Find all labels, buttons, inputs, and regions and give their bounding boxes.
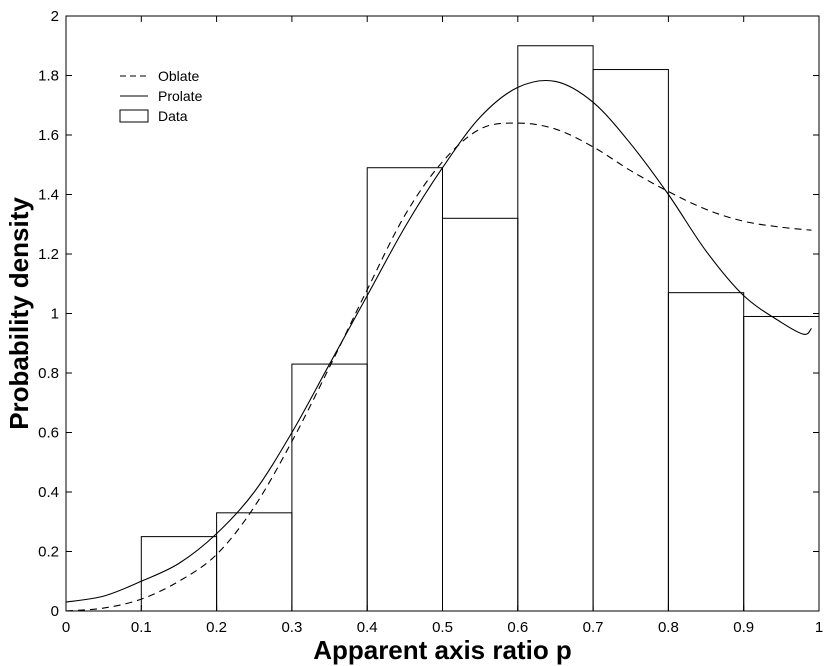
histogram-bar-4 bbox=[366, 167, 444, 612]
legend: Oblate Prolate Data bbox=[110, 63, 220, 127]
legend-label: Oblate bbox=[158, 68, 199, 84]
y-tick-label: 1.2 bbox=[38, 246, 59, 263]
oblate-curve bbox=[65, 122, 812, 612]
y-tick-label: 1 bbox=[51, 306, 59, 323]
x-tick-label: 0.4 bbox=[357, 619, 378, 636]
y-tick-label: 0 bbox=[51, 603, 59, 620]
histogram-bar-1 bbox=[140, 536, 218, 612]
histogram-bar-5 bbox=[442, 217, 519, 612]
legend-swatch-data bbox=[119, 109, 149, 123]
legend-label: Prolate bbox=[158, 88, 203, 104]
y-tick-label: 1.4 bbox=[38, 187, 59, 204]
x-tick-label: 1 bbox=[815, 619, 823, 636]
x-tick-label: 0.3 bbox=[281, 619, 302, 636]
y-tick-label: 1.8 bbox=[38, 68, 59, 85]
x-axis-title: Apparent axis ratio p bbox=[313, 635, 572, 665]
x-tick-label: 0.7 bbox=[583, 619, 604, 636]
y-tick-label: 0.2 bbox=[38, 544, 59, 561]
y-axis-title: Probability density bbox=[4, 197, 34, 430]
y-tick-label: 1.6 bbox=[38, 127, 59, 144]
histogram-bar-7 bbox=[592, 69, 669, 612]
histogram-bar-8 bbox=[667, 292, 745, 612]
prolate-curve bbox=[65, 79, 812, 603]
x-tick-label: 0 bbox=[62, 619, 70, 636]
curves bbox=[65, 79, 812, 612]
x-tick-label: 0.5 bbox=[432, 619, 453, 636]
histogram-bar-2 bbox=[216, 512, 293, 612]
legend-box bbox=[110, 63, 220, 127]
histogram-bar-6 bbox=[517, 45, 594, 612]
y-tick-label: 0.8 bbox=[38, 365, 59, 382]
x-tick-label: 0.2 bbox=[206, 619, 227, 636]
histogram-bars bbox=[140, 45, 820, 612]
y-tick-label: 0.6 bbox=[38, 425, 59, 442]
x-tick-label: 0.1 bbox=[131, 619, 152, 636]
histogram-bar-3 bbox=[291, 363, 368, 612]
y-axis: 0 0.2 0.4 0.6 0.8 1 1.2 1.4 1.6 1.8 2 bbox=[38, 8, 819, 620]
y-tick-label: 0.4 bbox=[38, 484, 59, 501]
legend-label: Data bbox=[158, 108, 188, 124]
y-tick-label: 2 bbox=[51, 8, 59, 25]
x-tick-label: 0.8 bbox=[658, 619, 679, 636]
histogram-bar-9 bbox=[743, 315, 820, 612]
x-tick-label: 0.9 bbox=[733, 619, 754, 636]
x-tick-label: 0.6 bbox=[507, 619, 528, 636]
x-axis: 0 0.1 0.2 0.3 0.4 0.5 0.6 0.7 0.8 0.9 1 bbox=[62, 16, 823, 636]
